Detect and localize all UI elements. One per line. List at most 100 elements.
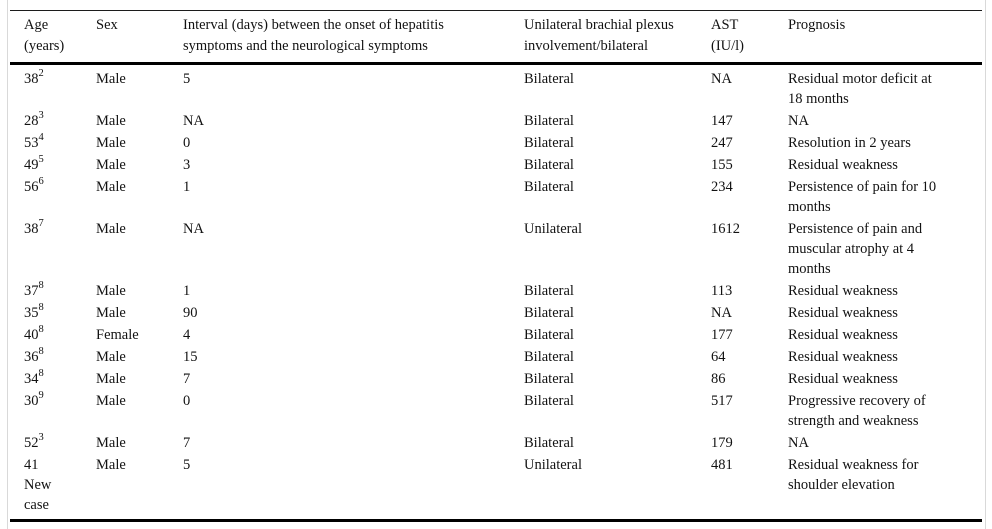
interval-cell: 1 bbox=[183, 179, 191, 195]
reference-superscript: 3 bbox=[38, 432, 44, 444]
prognosis-cell: Persistence of pain for 10 months bbox=[788, 179, 937, 215]
involvement-cell: Bilateral bbox=[524, 283, 574, 299]
case-table: Age (years) Sex Interval (days) between … bbox=[10, 10, 982, 521]
ast-cell: 1612 bbox=[711, 221, 740, 237]
table-row: 387 Male NA Unilateral 1612 Persistence … bbox=[10, 218, 982, 280]
interval-cell: 0 bbox=[183, 393, 191, 409]
prognosis-cell: NA bbox=[788, 435, 809, 451]
prognosis-cell: NA bbox=[788, 113, 809, 129]
age-cell: 309 bbox=[24, 390, 44, 409]
age-cell: 378 bbox=[24, 280, 44, 299]
age-cell: 495 bbox=[24, 154, 44, 173]
sex-cell: Male bbox=[96, 454, 183, 521]
col-header-ast: AST (IU/l) bbox=[711, 10, 788, 65]
col-header-prognosis: Prognosis bbox=[788, 10, 982, 65]
col-header-sex: Sex bbox=[96, 10, 183, 65]
interval-cell: 7 bbox=[183, 435, 191, 451]
involvement-cell: Unilateral bbox=[524, 454, 711, 521]
table-row: 283 Male NA Bilateral 147 NA bbox=[10, 110, 982, 132]
table-body: 382 Male 5 Bilateral NA Residual motor d… bbox=[10, 64, 982, 521]
age-cell: 348 bbox=[24, 368, 44, 387]
involvement-cell: Unilateral bbox=[524, 221, 582, 237]
prognosis-cell: Persistence of pain and muscular atrophy… bbox=[788, 221, 923, 277]
ast-cell: 234 bbox=[711, 179, 733, 195]
page-edge-left bbox=[7, 0, 8, 529]
interval-cell: 3 bbox=[183, 157, 191, 173]
sex-cell: Female bbox=[96, 327, 139, 343]
col-header-interval: Interval (days) between the onset of hep… bbox=[183, 10, 524, 65]
ast-cell: 113 bbox=[711, 283, 733, 299]
prognosis-cell: Residual weakness bbox=[788, 349, 898, 365]
table-row: 534 Male 0 Bilateral 247 Resolution in 2… bbox=[10, 132, 982, 154]
involvement-cell: Bilateral bbox=[524, 371, 574, 387]
reference-superscript: 2 bbox=[38, 68, 44, 80]
involvement-cell: Bilateral bbox=[524, 327, 574, 343]
sex-cell: Male bbox=[96, 393, 126, 409]
age-cell: 382 bbox=[24, 68, 44, 87]
age-cell: 534 bbox=[24, 132, 44, 151]
sex-cell: Male bbox=[96, 305, 126, 321]
ast-cell: 177 bbox=[711, 327, 733, 343]
col-header-involvement: Unilateral brachial plexus involvement/b… bbox=[524, 10, 711, 65]
sex-cell: Male bbox=[96, 435, 126, 451]
age-cell: 408 bbox=[24, 324, 44, 343]
interval-cell: 1 bbox=[183, 283, 191, 299]
interval-cell: 7 bbox=[183, 371, 191, 387]
table-header: Age (years) Sex Interval (days) between … bbox=[10, 10, 982, 65]
reference-superscript: 8 bbox=[38, 346, 44, 358]
reference-superscript: 6 bbox=[38, 176, 44, 188]
reference-superscript: 7 bbox=[38, 218, 44, 230]
table-row: 523 Male 7 Bilateral 179 NA bbox=[10, 432, 982, 454]
ast-cell: 155 bbox=[711, 157, 733, 173]
involvement-cell: Bilateral bbox=[524, 71, 574, 87]
reference-superscript: 4 bbox=[38, 132, 44, 144]
prognosis-cell: Residual weakness for shoulder elevation bbox=[788, 454, 982, 521]
page-edge-right bbox=[985, 0, 986, 529]
table-row: 348 Male 7 Bilateral 86 Residual weaknes… bbox=[10, 368, 982, 390]
sex-cell: Male bbox=[96, 135, 126, 151]
sex-cell: Male bbox=[96, 283, 126, 299]
table-row: 495 Male 3 Bilateral 155 Residual weakne… bbox=[10, 154, 982, 176]
ast-cell: 64 bbox=[711, 349, 726, 365]
prognosis-cell: Residual weakness bbox=[788, 283, 898, 299]
age-cell: 523 bbox=[24, 432, 44, 451]
interval-cell: 0 bbox=[183, 135, 191, 151]
involvement-cell: Bilateral bbox=[524, 349, 574, 365]
prognosis-cell: Residual motor deficit at 18 months bbox=[788, 71, 932, 107]
sex-cell: Male bbox=[96, 221, 126, 237]
involvement-cell: Bilateral bbox=[524, 113, 574, 129]
ast-cell: 179 bbox=[711, 435, 733, 451]
reference-superscript: 8 bbox=[38, 302, 44, 314]
ast-cell: 481 bbox=[711, 454, 788, 521]
reference-superscript: 8 bbox=[38, 324, 44, 336]
table-row: 378 Male 1 Bilateral 113 Residual weakne… bbox=[10, 280, 982, 302]
table-row: 382 Male 5 Bilateral NA Residual motor d… bbox=[10, 64, 982, 111]
header-row: Age (years) Sex Interval (days) between … bbox=[10, 10, 982, 65]
involvement-cell: Bilateral bbox=[524, 305, 574, 321]
prognosis-cell: Residual weakness bbox=[788, 157, 898, 173]
prognosis-cell: Residual weakness bbox=[788, 327, 898, 343]
reference-superscript: 5 bbox=[38, 154, 44, 166]
table-row: 358 Male 90 Bilateral NA Residual weakne… bbox=[10, 302, 982, 324]
col-header-age: Age (years) bbox=[10, 10, 96, 65]
ast-cell: 517 bbox=[711, 393, 733, 409]
interval-cell: 5 bbox=[183, 454, 524, 521]
involvement-cell: Bilateral bbox=[524, 135, 574, 151]
reference-superscript: 8 bbox=[38, 280, 44, 292]
sex-cell: Male bbox=[96, 113, 126, 129]
prognosis-cell: Progressive recovery of strength and wea… bbox=[788, 393, 926, 429]
ast-cell: 247 bbox=[711, 135, 733, 151]
table-row: 408 Female 4 Bilateral 177 Residual weak… bbox=[10, 324, 982, 346]
interval-cell: 90 bbox=[183, 305, 198, 321]
reference-superscript: 3 bbox=[38, 110, 44, 122]
sex-cell: Male bbox=[96, 71, 126, 87]
interval-cell: NA bbox=[183, 221, 204, 237]
age-cell: 41 New case bbox=[10, 454, 96, 521]
reference-superscript: 8 bbox=[38, 368, 44, 380]
ast-cell: 147 bbox=[711, 113, 733, 129]
age-cell: 358 bbox=[24, 302, 44, 321]
prognosis-cell: Residual weakness bbox=[788, 371, 898, 387]
table-bottom-rule bbox=[10, 519, 982, 522]
ast-cell: NA bbox=[711, 71, 732, 87]
